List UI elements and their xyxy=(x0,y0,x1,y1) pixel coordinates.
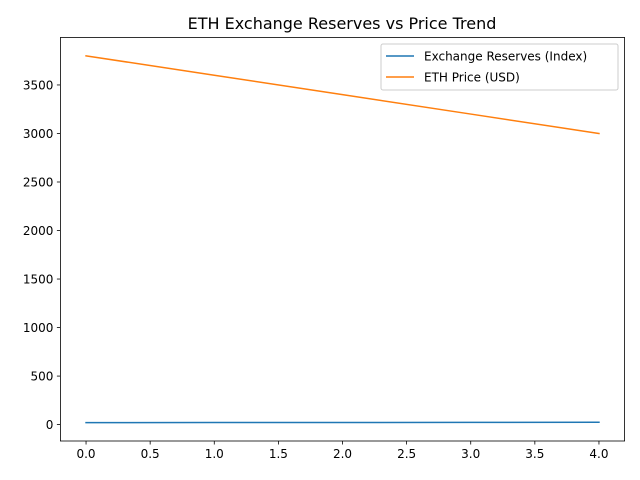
x-tick-label: 1.5 xyxy=(269,447,288,461)
y-tick-label: 2500 xyxy=(23,175,54,189)
x-tick-label: 3.5 xyxy=(525,447,544,461)
y-tick-label: 2000 xyxy=(23,224,54,238)
legend-label: Exchange Reserves (Index) xyxy=(424,50,587,64)
legend: Exchange Reserves (Index) ETH Price (USD) xyxy=(380,43,619,91)
y-tick-label: 500 xyxy=(30,370,53,384)
series-line-1 xyxy=(85,54,600,135)
y-tick-label: 1500 xyxy=(23,273,54,287)
y-tick-label: 1000 xyxy=(23,321,54,335)
axes-frame xyxy=(60,37,626,442)
x-tick-label: 3.0 xyxy=(461,447,480,461)
x-tick-label: 0.0 xyxy=(76,447,95,461)
x-tick-label: 2.0 xyxy=(333,447,352,461)
legend-box xyxy=(380,43,619,91)
x-tick-label: 2.5 xyxy=(397,447,416,461)
y-tick-label: 3500 xyxy=(23,78,54,92)
legend-label: ETH Price (USD) xyxy=(424,71,520,85)
x-tick-label: 1.0 xyxy=(205,447,224,461)
chart-title: ETH Exchange Reserves vs Price Trend xyxy=(188,14,497,33)
y-tick-label: 3000 xyxy=(23,127,54,141)
plot-area: 0.0 0.5 1.0 1.5 2.0 2.5 3.0 3.5 4.0 0 500 1000 1500 2… xyxy=(23,37,626,461)
y-tick-label: 0 xyxy=(46,418,54,432)
x-tick-label: 4.0 xyxy=(589,447,608,461)
x-tick-label: 0.5 xyxy=(141,447,160,461)
